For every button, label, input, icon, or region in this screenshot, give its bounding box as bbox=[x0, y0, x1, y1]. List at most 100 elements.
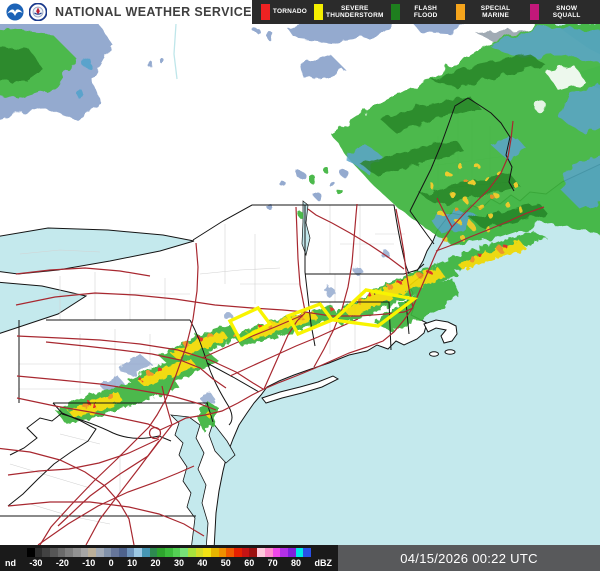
radar-ne-shield bbox=[147, 24, 600, 245]
ramp-color-block bbox=[303, 548, 311, 557]
bottom-bar: nd -30 -20 -10 0 10 20 30 40 50 60 70 80 dBZ 04/15/20… bbox=[0, 545, 600, 571]
lake-ontario bbox=[0, 227, 195, 275]
severe-warning-polygons bbox=[227, 288, 419, 343]
ramp-color-block bbox=[149, 548, 158, 557]
radar-map bbox=[0, 24, 600, 545]
ramp-color-block bbox=[42, 548, 51, 557]
timestamp-panel: 04/15/2026 00:22 UTC bbox=[338, 545, 600, 571]
ramp-tick-label: -30 bbox=[29, 558, 43, 568]
warning-color-swatch bbox=[455, 4, 465, 20]
reflectivity-scale: nd -30 -20 -10 0 10 20 30 40 50 60 70 80 dBZ bbox=[0, 545, 338, 571]
ottawa-river bbox=[173, 24, 178, 80]
ramp-color-block bbox=[119, 548, 127, 557]
delaware-bay bbox=[208, 422, 236, 464]
ramp-color-block bbox=[241, 548, 250, 557]
ramp-color-block bbox=[80, 548, 89, 557]
ramp-tick-label: dBZ bbox=[314, 558, 332, 568]
warning-legend-item: SNOW SQUALL bbox=[530, 4, 591, 20]
highways bbox=[0, 120, 545, 545]
ramp-color-block bbox=[203, 548, 212, 557]
warning-legend-item: SEVERE THUNDERSTORM bbox=[314, 4, 384, 20]
ramp-color-block bbox=[73, 548, 81, 557]
highway-i95 bbox=[57, 120, 514, 527]
ramp-color-block bbox=[103, 548, 112, 557]
warning-polygon-3 bbox=[330, 288, 419, 328]
ramp-tick-label: 30 bbox=[173, 558, 184, 568]
ramp-color-block bbox=[264, 548, 273, 557]
ramp-tick-label: 40 bbox=[197, 558, 208, 568]
ramp-color-block bbox=[157, 548, 166, 557]
radar-northwest-blob bbox=[0, 24, 112, 119]
warning-legend-item: SPECIAL MARINE bbox=[455, 4, 523, 20]
ramp-tick-label: 70 bbox=[267, 558, 278, 568]
warning-legend-label: SNOW SQUALL bbox=[552, 4, 581, 19]
noaa-logo-icon bbox=[6, 3, 24, 21]
warning-legend-item: TORNADO bbox=[260, 4, 308, 20]
radar-map-svg bbox=[0, 24, 600, 545]
warning-color-swatch bbox=[390, 4, 400, 20]
dc-beltway bbox=[148, 426, 162, 440]
reflectivity-ramp bbox=[27, 548, 311, 557]
nantucket bbox=[444, 349, 456, 355]
warning-legend-item: FLASH FLOOD bbox=[390, 4, 449, 20]
ramp-color-block bbox=[272, 548, 281, 557]
ramp-tick-label: 50 bbox=[220, 558, 231, 568]
ramp-color-block bbox=[188, 548, 196, 557]
agency-title: NATIONAL WEATHER SERVICE bbox=[55, 5, 252, 19]
commerce-seal-icon bbox=[29, 3, 47, 21]
islands bbox=[261, 319, 458, 404]
chesapeake-bay bbox=[169, 414, 209, 545]
ramp-color-block bbox=[218, 548, 227, 557]
warning-color-swatch bbox=[530, 4, 540, 20]
radar-squall-line bbox=[55, 231, 546, 431]
ramp-color-block bbox=[172, 548, 181, 557]
ramp-color-block bbox=[34, 548, 43, 557]
ramp-color-block bbox=[280, 548, 288, 557]
ramp-color-block bbox=[142, 548, 150, 557]
warning-legend: TORNADO SEVERE THUNDERSTORM FLASH FLOOD SPE… bbox=[251, 0, 600, 24]
radar-precipitation bbox=[0, 24, 600, 431]
ramp-color-block bbox=[211, 548, 219, 557]
ramp-color-block bbox=[88, 548, 97, 557]
nws-brand: NATIONAL WEATHER SERVICE bbox=[0, 0, 252, 24]
ramp-color-block bbox=[134, 548, 143, 557]
ramp-tick-label: 20 bbox=[150, 558, 161, 568]
warning-legend-label: SPECIAL MARINE bbox=[480, 4, 511, 19]
warning-legend-label: SEVERE THUNDERSTORM bbox=[326, 4, 384, 19]
ramp-tick-label: 10 bbox=[127, 558, 138, 568]
lake-erie bbox=[0, 281, 88, 334]
ramp-color-block bbox=[295, 548, 304, 557]
ramp-tick-label: 0 bbox=[108, 558, 114, 568]
ramp-tick-label: 60 bbox=[244, 558, 255, 568]
ramp-color-block bbox=[234, 548, 242, 557]
long-island bbox=[261, 375, 340, 404]
ramp-color-block bbox=[126, 548, 135, 557]
lake-champlain bbox=[301, 200, 311, 257]
warning-polygon-1 bbox=[227, 305, 273, 343]
ramp-color-block bbox=[111, 548, 120, 557]
ramp-color-block bbox=[165, 548, 173, 557]
ramp-color-block bbox=[50, 548, 58, 557]
top-bar: NATIONAL WEATHER SERVICE TORNADO SEVERE T… bbox=[0, 0, 600, 24]
marthas-vineyard bbox=[429, 351, 439, 357]
ramp-tick-label: -10 bbox=[82, 558, 96, 568]
ramp-color-block bbox=[180, 548, 189, 557]
ramp-color-block bbox=[65, 548, 74, 557]
reflectivity-tick-labels: nd -30 -20 -10 0 10 20 30 40 50 60 70 80 dBZ bbox=[0, 558, 334, 568]
ramp-color-block bbox=[27, 548, 35, 557]
warning-legend-label: TORNADO bbox=[272, 8, 308, 16]
warning-legend-label: FLASH FLOOD bbox=[413, 4, 438, 19]
cape-cod bbox=[423, 319, 458, 344]
ramp-color-block bbox=[287, 548, 296, 557]
ramp-tick-label: 80 bbox=[291, 558, 302, 568]
highway-i90 bbox=[15, 292, 414, 317]
ramp-color-block bbox=[257, 548, 265, 557]
ramp-color-block bbox=[96, 548, 104, 557]
ramp-tick-label: -20 bbox=[55, 558, 69, 568]
warning-color-swatch bbox=[260, 4, 270, 20]
timestamp: 04/15/2026 00:22 UTC bbox=[400, 550, 538, 566]
ramp-color-block bbox=[249, 548, 258, 557]
ramp-tick-label: nd bbox=[5, 558, 16, 568]
state-borders bbox=[0, 97, 515, 517]
ramp-color-block bbox=[195, 548, 204, 557]
